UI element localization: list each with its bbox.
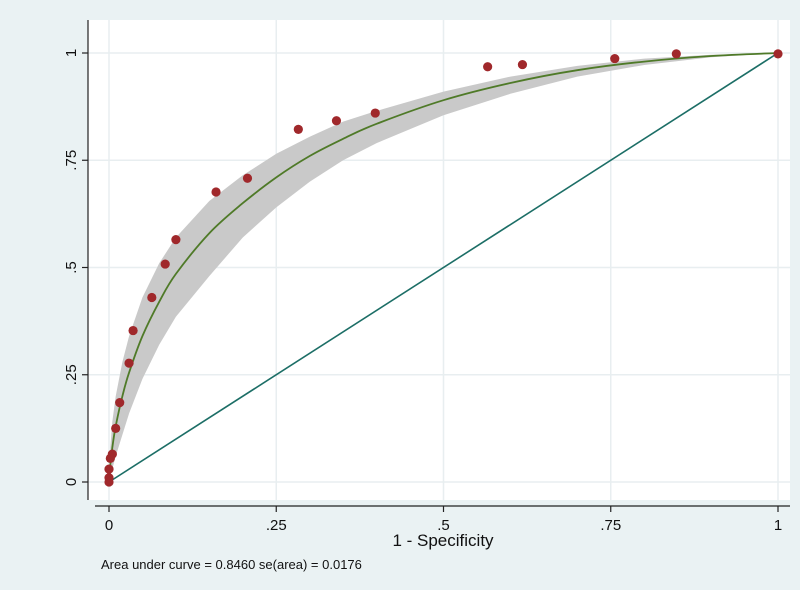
y-tick-label: .5 (63, 261, 80, 274)
data-point (104, 473, 114, 483)
x-tick-label: 0 (105, 517, 113, 534)
data-point (331, 116, 342, 126)
data-point (211, 187, 221, 197)
data-point (483, 62, 493, 72)
data-point (160, 259, 170, 269)
y-axis-ticks: 0 .25 .5 .75 1 (63, 49, 88, 486)
data-point (293, 124, 303, 134)
x-axis-title: 1 - Specificity (392, 531, 494, 550)
axes (87, 20, 790, 507)
data-point (147, 292, 157, 303)
x-tick-label: .75 (600, 517, 621, 534)
x-tick-label: .25 (266, 517, 287, 534)
data-point (242, 173, 253, 183)
data-point (517, 59, 528, 70)
x-tick-label: .5 (437, 517, 450, 534)
confidence-band (109, 53, 778, 482)
x-tick-label: 1 (774, 517, 782, 534)
data-point (104, 464, 114, 474)
x-axis-ticks: 0 .25 .5 .75 1 (105, 506, 782, 534)
y-tick-label: .25 (63, 364, 80, 385)
y-tick-label: .75 (63, 150, 80, 171)
data-point (115, 398, 125, 408)
auc-note: Area under curve = 0.8460 se(area) = 0.0… (101, 557, 362, 572)
data-point (111, 423, 121, 433)
empirical-points (104, 49, 783, 487)
data-point (171, 235, 181, 245)
data-point (370, 108, 380, 118)
data-point (773, 49, 783, 59)
y-tick-label: 0 (63, 478, 80, 486)
data-point (124, 358, 134, 368)
y-tick-label: 1 (63, 49, 80, 57)
reference-diagonal-line (108, 52, 779, 483)
grid-lines (88, 20, 790, 500)
data-point (610, 53, 620, 64)
data-point (671, 49, 681, 59)
data-point (107, 449, 117, 459)
fitted-roc-curve (108, 52, 779, 483)
data-point (128, 325, 138, 336)
